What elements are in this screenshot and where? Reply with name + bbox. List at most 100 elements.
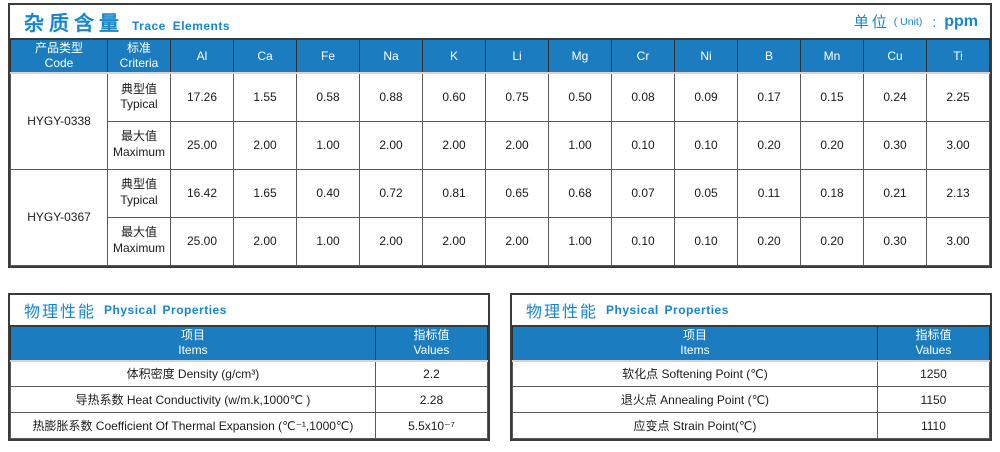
value-hygy-0367-typical-mn: 0.18 [800,168,864,218]
value-hygy-0367-maximum-mn: 0.20 [800,216,864,266]
value-hygy-0367-maximum-cr: 0.10 [611,216,675,266]
property-label: 软化点 Softening Point (℃) [512,360,878,387]
trace-elements-table: 产品类型 Code 标准 Criteria Al Ca Fe Na K Li Mg Cr Ni B… [10,40,990,266]
items-header-en: Items [680,343,710,357]
value-hygy-0367-typical-ti: 2.13 [926,168,990,218]
value-hygy-0367-maximum-ca: 2.00 [233,216,297,266]
criteria-column-header: 标准 Criteria [107,40,171,74]
property-value: 2.2 [374,360,489,387]
phys-title-cn: 物理性能 [526,303,599,321]
trace-elements-header: 杂质含量 Trace Elements 单位 ( Unit) : ppm [10,5,990,40]
physical-properties-header-right: 物理性能 Physical Properties [512,295,990,327]
value-hygy-0367-typical-ca: 1.65 [233,168,297,218]
element-column-header-ti: Ti [926,40,990,74]
value-hygy-0338-typical-al: 17.26 [170,72,234,122]
physical-properties-row: 物理性能 Physical Properties 项目 Items 指标值 Va… [8,292,992,441]
criteria-label-typical: 典型值 Typical [107,168,171,218]
values-column-header: 指标值 Values [876,326,991,362]
values-header-en: Values [915,343,952,357]
product-spec-page: 杂质含量 Trace Elements 单位 ( Unit) : ppm 产品类型… [8,3,992,441]
value-hygy-0367-typical-cr: 0.07 [611,168,675,218]
criteria-header-en: Criteria [119,56,159,70]
property-label: 应变点 Strain Point(℃) [512,412,878,439]
element-column-header-ni: Ni [674,40,738,74]
property-label: 退火点 Annealing Point (℃) [512,386,878,413]
value-hygy-0367-typical-fe: 0.40 [296,168,360,218]
value-hygy-0367-maximum-na: 2.00 [359,216,423,266]
element-column-header-ca: Ca [233,40,297,74]
value-hygy-0338-maximum-mn: 0.20 [800,120,864,170]
physical-properties-block-left: 物理性能 Physical Properties 项目 Items 指标值 Va… [8,292,490,441]
unit-colon: : [932,13,937,30]
element-column-header-li: Li [485,40,549,74]
trace-row-hygy-0338-maximum: 最大值 Maximum 25.00 2.00 1.00 2.00 2.00 2.00 1.00 0… [11,120,990,170]
value-hygy-0338-maximum-ca: 2.00 [233,120,297,170]
value-hygy-0367-typical-na: 0.72 [359,168,423,218]
value-hygy-0338-maximum-ni: 0.10 [674,120,738,170]
property-label: 导热系数 Heat Conductivity (w/m.k,1000℃ ) [10,386,376,413]
value-hygy-0367-maximum-al: 25.00 [170,216,234,266]
code-column-header: 产品类型 Code [10,40,108,74]
value-hygy-0367-typical-li: 0.65 [485,168,549,218]
values-column-header: 指标值 Values [374,326,489,362]
value-hygy-0367-typical-cu: 0.21 [863,168,927,218]
property-value: 5.5x10⁻⁷ [374,412,489,439]
value-hygy-0367-maximum-cu: 0.30 [863,216,927,266]
value-hygy-0338-typical-mg: 0.50 [548,72,612,122]
physical-properties-table-left: 项目 Items 指标值 Values 体积密度 Density (g/cm³)… [10,326,489,439]
items-header-cn: 项目 [682,328,707,342]
element-column-header-fe: Fe [296,40,360,74]
trace-title-cn: 杂质含量 [24,13,124,35]
element-column-header-mn: Mn [800,40,864,74]
items-header-en: Items [178,343,208,357]
property-row: 软化点 Softening Point (℃) 1250 [512,360,991,387]
value-hygy-0338-maximum-na: 2.00 [359,120,423,170]
property-row: 热膨胀系数 Coefficient Of Thermal Expansion (… [10,412,489,439]
value-hygy-0338-typical-li: 0.75 [485,72,549,122]
value-hygy-0367-maximum-ti: 3.00 [926,216,990,266]
value-hygy-0338-typical-mn: 0.15 [800,72,864,122]
value-hygy-0338-typical-b: 0.17 [737,72,801,122]
trace-row-hygy-0367-typical: HYGY-0367 典型值 Typical 16.42 1.65 0.40 0.72 0.81… [10,168,990,266]
property-value: 2.28 [374,386,489,413]
trace-title-en: Trace Elements [132,19,231,33]
value-hygy-0338-maximum-al: 25.00 [170,120,234,170]
element-column-header-cu: Cu [863,40,927,74]
value-hygy-0338-maximum-k: 2.00 [422,120,486,170]
phys-title-en: Physical Properties [606,302,729,317]
physical-properties-table-right: 项目 Items 指标值 Values 软化点 Softening Point … [512,326,991,439]
items-header-cn: 项目 [180,328,205,342]
values-header-en: Values [413,343,450,357]
phys-header-row: 项目 Items 指标值 Values [512,326,991,362]
unit-value: ppm [944,12,978,30]
value-hygy-0338-typical-ti: 2.25 [926,72,990,122]
value-hygy-0367-maximum-mg: 1.00 [548,216,612,266]
value-hygy-0338-typical-fe: 0.58 [296,72,360,122]
trace-row-hygy-0367-maximum: 最大值 Maximum 25.00 2.00 1.00 2.00 2.00 2.00 1.00 0… [11,216,990,266]
value-hygy-0338-maximum-mg: 1.00 [548,120,612,170]
value-hygy-0367-typical-mg: 0.68 [548,168,612,218]
criteria-label-typical: 典型值 Typical [107,72,171,122]
trace-title: 杂质含量 Trace Elements [24,7,230,36]
element-column-header-al: Al [170,40,234,74]
trace-row-hygy-0338-typical: HYGY-0338 典型值 Typical 17.26 1.55 0.58 0.88 0.60… [10,72,990,170]
element-column-header-mg: Mg [548,40,612,74]
code-header-en: Code [44,56,74,70]
property-row: 导热系数 Heat Conductivity (w/m.k,1000℃ ) 2.2… [10,386,489,413]
values-header-cn: 指标值 [413,328,450,342]
value-hygy-0367-maximum-ni: 0.10 [674,216,738,266]
value-hygy-0338-maximum-fe: 1.00 [296,120,360,170]
value-hygy-0338-typical-cr: 0.08 [611,72,675,122]
criteria-label-maximum: 最大值 Maximum [107,120,171,170]
items-column-header: 项目 Items [512,326,878,362]
value-hygy-0338-maximum-b: 0.20 [737,120,801,170]
value-hygy-0338-typical-ca: 1.55 [233,72,297,122]
value-hygy-0338-typical-k: 0.60 [422,72,486,122]
value-hygy-0338-typical-na: 0.88 [359,72,423,122]
physical-properties-block-right: 物理性能 Physical Properties 项目 Items 指标值 Va… [510,292,992,441]
value-hygy-0367-typical-al: 16.42 [170,168,234,218]
property-label: 热膨胀系数 Coefficient Of Thermal Expansion (… [10,412,376,439]
trace-elements-block: 杂质含量 Trace Elements 单位 ( Unit) : ppm 产品类型… [8,3,992,268]
value-hygy-0338-typical-cu: 0.24 [863,72,927,122]
trace-header-row: 产品类型 Code 标准 Criteria Al Ca Fe Na K Li Mg Cr Ni B… [10,40,990,74]
